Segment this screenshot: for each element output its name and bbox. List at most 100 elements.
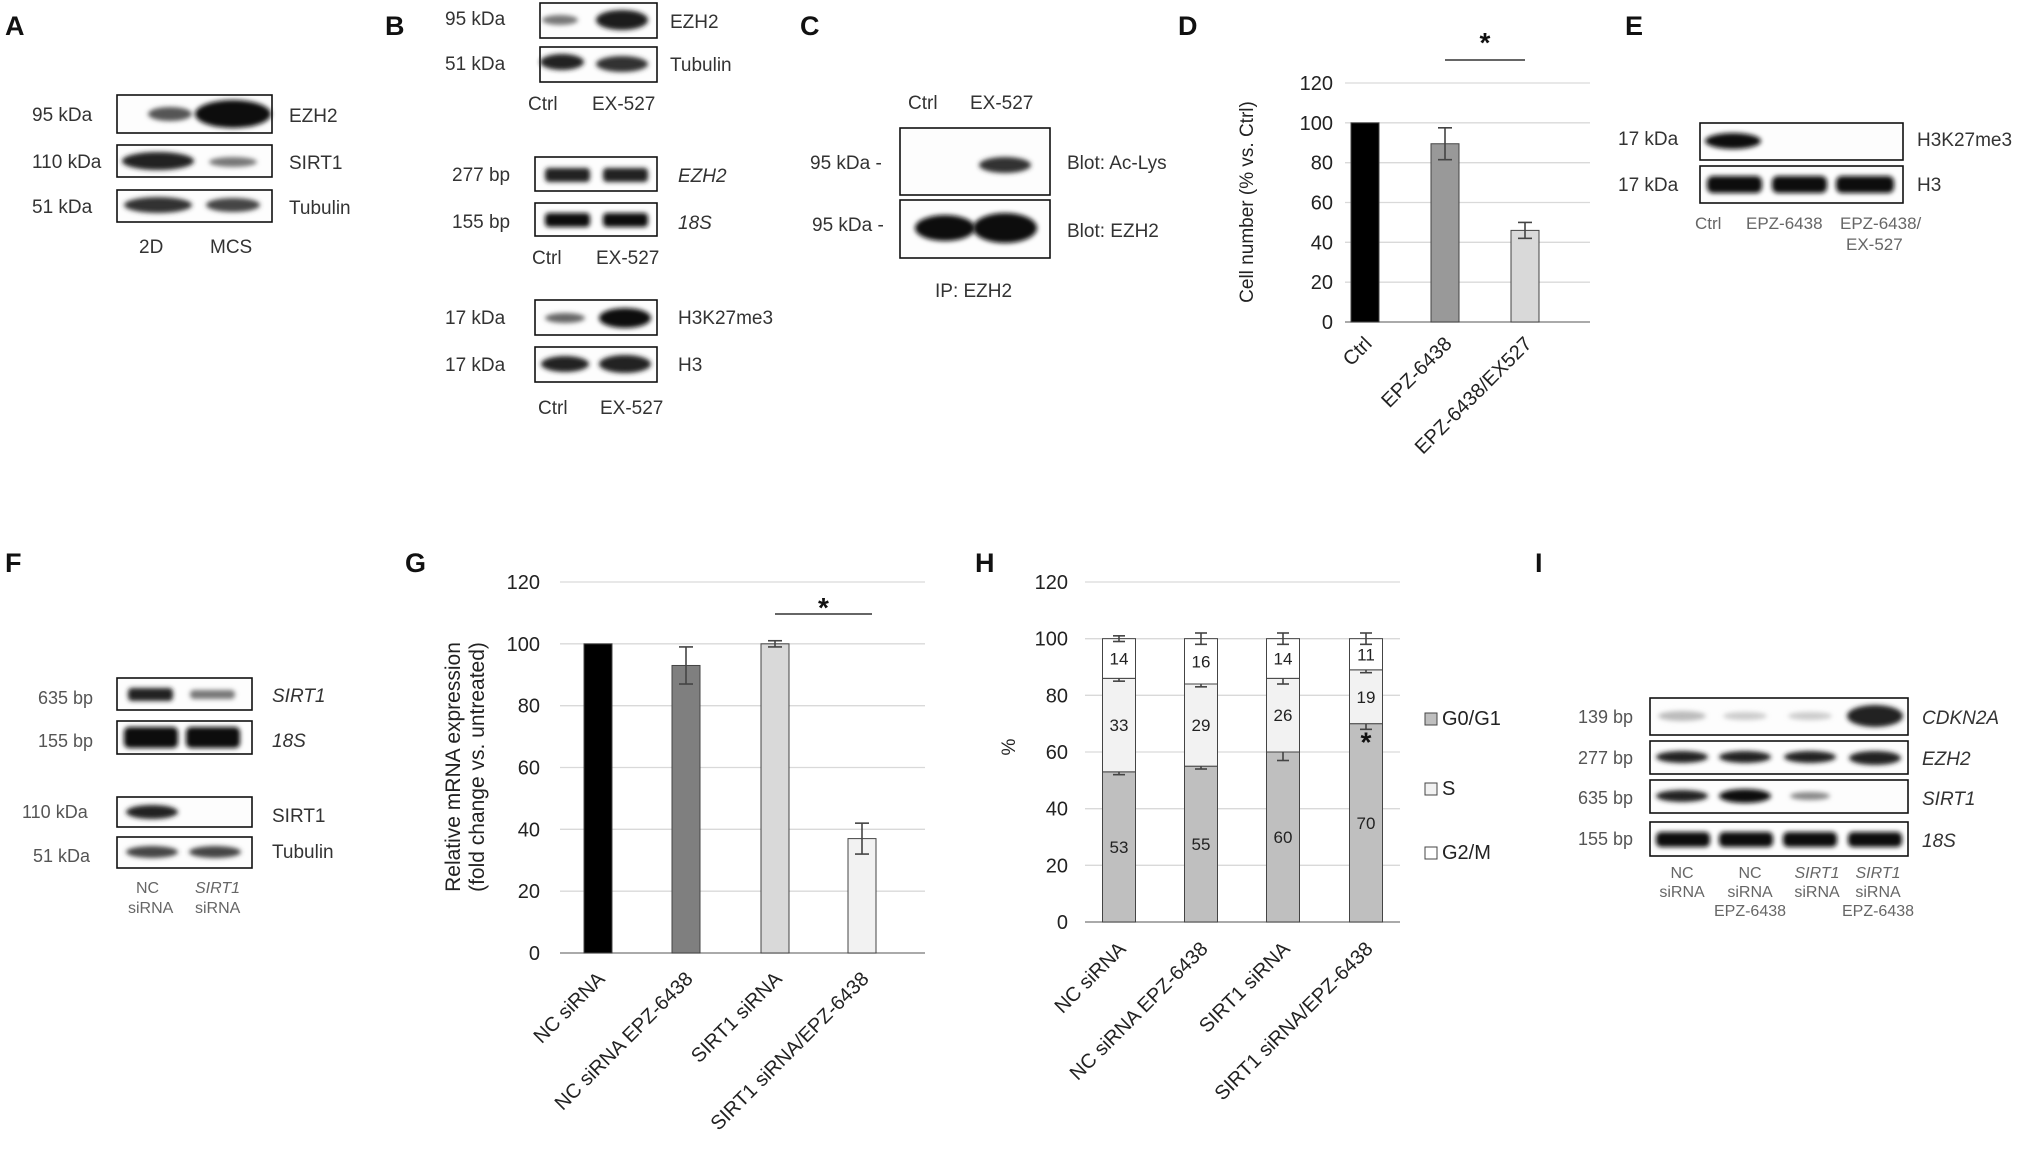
band xyxy=(1719,789,1771,803)
band xyxy=(126,805,178,819)
band xyxy=(1790,792,1830,800)
lane-label: EX-527 xyxy=(1846,235,1903,254)
protein-label: H3 xyxy=(678,355,702,376)
lane-label: siRNA xyxy=(1727,884,1773,901)
gene-label: CDKN2A xyxy=(1922,708,1999,729)
band xyxy=(979,157,1031,173)
segment-label: 33 xyxy=(1110,716,1129,735)
band xyxy=(206,198,260,212)
panel-label-i: I xyxy=(1535,548,1543,578)
x-tick-label: Ctrl xyxy=(1339,333,1377,371)
gene-label: EZH2 xyxy=(678,166,727,187)
protein-label: H3 xyxy=(1917,175,1941,196)
lane-label: siRNA xyxy=(1855,884,1901,901)
lane-label: NC xyxy=(136,880,159,897)
chart-d: 020406080100120Cell number (% vs. Ctrl)C… xyxy=(1237,27,1590,459)
chart-g: 0 20 40 60 80 100 120 Relative mRNA expression(… xyxy=(442,572,925,1135)
significance-star: * xyxy=(1480,27,1491,58)
lane-label: EX-527 xyxy=(600,398,663,419)
panel-i-lanes: NC siRNA NC siRNA EPZ-6438 SIRT1 siRNA S… xyxy=(1659,865,1914,920)
y-tick-label: 20 xyxy=(518,881,540,903)
band xyxy=(1723,712,1767,720)
x-tick-label: NC siRNA xyxy=(1051,938,1131,1018)
band xyxy=(1656,832,1710,847)
band xyxy=(122,152,194,170)
size-label: 155 bp xyxy=(1578,829,1633,849)
segment-label: 60 xyxy=(1274,828,1293,847)
band xyxy=(1656,751,1708,763)
y-axis-label: % xyxy=(999,738,1020,755)
band xyxy=(209,157,257,167)
panel-c-blots xyxy=(900,128,1050,258)
protein-label: EZH2 xyxy=(670,12,719,33)
lane-label: SIRT1 xyxy=(1794,865,1839,882)
lane-label: Ctrl xyxy=(908,93,938,114)
lane-label: NC xyxy=(1738,865,1761,882)
band xyxy=(124,727,178,748)
band xyxy=(542,15,578,25)
protein-label: SIRT1 xyxy=(289,153,343,174)
band xyxy=(540,54,584,70)
size-label: 139 bp xyxy=(1578,707,1633,727)
lane-label: siRNA xyxy=(128,900,174,917)
segment-label: 14 xyxy=(1274,650,1293,669)
size-label: 110 kDa xyxy=(22,802,89,822)
band xyxy=(545,313,585,323)
band xyxy=(189,846,241,858)
segment-label: 19 xyxy=(1357,688,1376,707)
segment-label: 16 xyxy=(1192,652,1211,671)
size-label: 51 kDa xyxy=(33,846,91,866)
panel-label-f: F xyxy=(5,548,22,578)
y-tick-label: 100 xyxy=(1300,113,1333,135)
band xyxy=(603,168,648,182)
lane-label: EX-527 xyxy=(970,93,1033,114)
band xyxy=(915,215,975,241)
lane-label: NC xyxy=(1670,865,1693,882)
lane-label: Ctrl xyxy=(528,94,558,115)
y-tick-label: 0 xyxy=(529,943,540,965)
y-tick-label: 100 xyxy=(507,634,540,656)
band xyxy=(195,100,271,128)
bar xyxy=(761,644,789,953)
band xyxy=(1658,711,1706,721)
protein-label: SIRT1 xyxy=(272,806,326,827)
segment-label: 70 xyxy=(1357,814,1376,833)
size-label: 17 kDa xyxy=(1618,129,1679,150)
panel-label-g: G xyxy=(405,548,426,578)
panel-b-blots xyxy=(535,3,657,382)
band xyxy=(1705,133,1761,149)
y-tick-label: 40 xyxy=(1046,799,1068,821)
gene-label: SIRT1 xyxy=(1922,789,1976,810)
lane-label: Ctrl xyxy=(538,398,568,419)
y-tick-label: 40 xyxy=(1311,232,1333,254)
lane-label: SIRT1 xyxy=(1855,865,1900,882)
size-label: 51 kDa xyxy=(445,54,506,75)
y-tick-label: 120 xyxy=(1035,572,1068,594)
panel-label-b: B xyxy=(385,11,405,41)
y-tick-label: 60 xyxy=(1046,742,1068,764)
panel-i-blots xyxy=(1650,698,1908,856)
figure-canvas: A B C D E F G H I 95 kDa 110 kDa 51 kDa … xyxy=(0,0,2029,1160)
y-tick-label: 60 xyxy=(1311,193,1333,215)
size-label: 155 bp xyxy=(452,212,510,233)
size-label: 17 kDa xyxy=(445,355,506,376)
bar xyxy=(1431,144,1459,322)
panel-label-a: A xyxy=(5,11,25,41)
size-label: 277 bp xyxy=(452,165,510,186)
lane-label: MCS xyxy=(210,237,252,258)
protein-label: Tubulin xyxy=(670,55,732,76)
bar xyxy=(1351,123,1379,322)
panel-label-e: E xyxy=(1625,11,1643,41)
band xyxy=(1788,712,1832,720)
lane-label: EX-527 xyxy=(592,94,655,115)
x-tick-label: NC siRNA EPZ-6438 xyxy=(1066,938,1213,1085)
legend-swatch xyxy=(1425,783,1437,795)
x-tick-label: SIRT1 siRNA xyxy=(687,968,787,1068)
lane-label: siRNA xyxy=(1794,884,1840,901)
band xyxy=(1847,705,1903,727)
gene-label: 18S xyxy=(678,213,712,234)
gene-label: 18S xyxy=(272,731,306,752)
band xyxy=(124,197,192,213)
size-label: 95 kDa - xyxy=(812,215,884,236)
y-tick-label: 80 xyxy=(1046,685,1068,707)
